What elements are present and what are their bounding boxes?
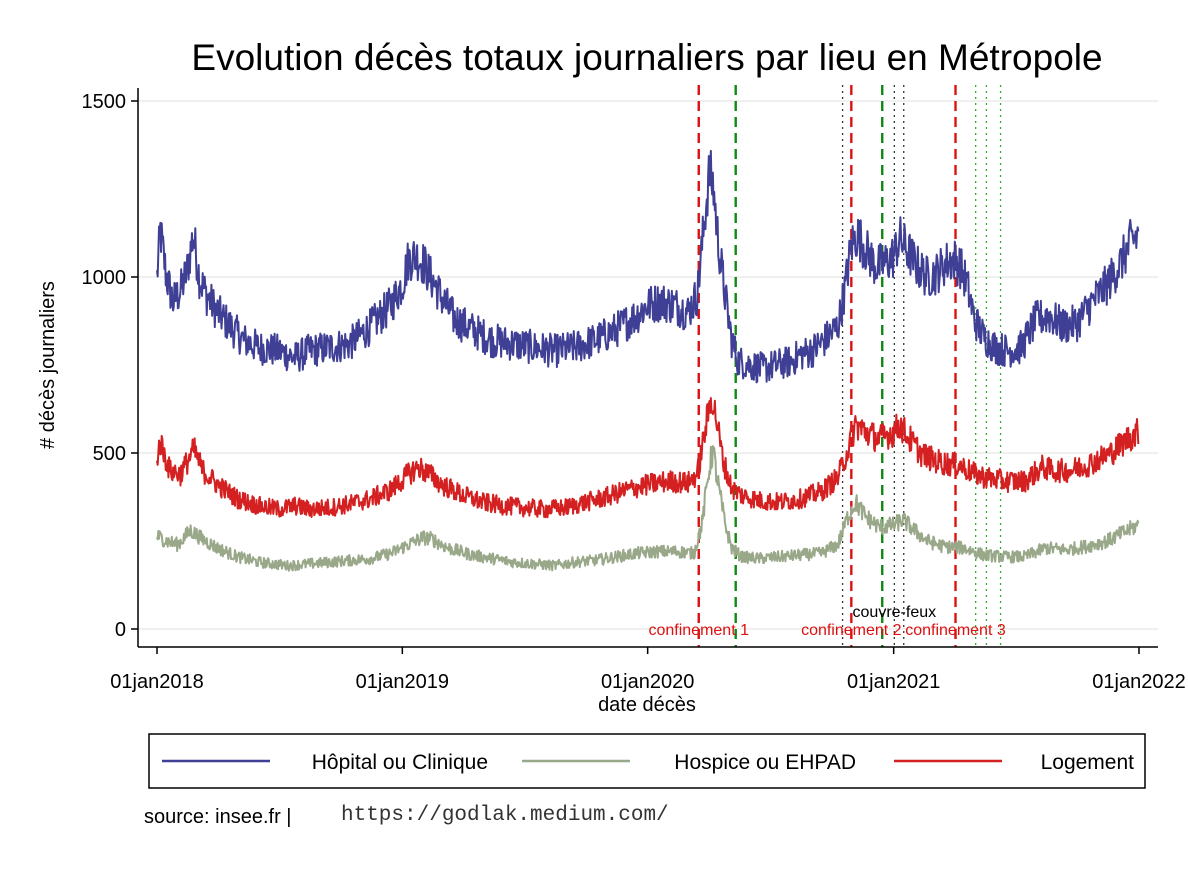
x-tick-label: 01jan2018 <box>110 671 203 693</box>
y-tick-label: 1000 <box>82 267 127 289</box>
event-label: couvre-feux <box>853 604 937 621</box>
x-axis-label: date décès <box>598 694 696 716</box>
event-label: confinement 1 <box>648 622 749 639</box>
legend-label: Hôpital ou Clinique <box>312 751 488 774</box>
series-line-logement <box>156 397 1140 519</box>
footer-url: https://godlak.medium.com/ <box>341 804 669 827</box>
event-label: confinement 3 <box>905 622 1006 639</box>
y-tick-label: 1500 <box>82 91 127 113</box>
x-tick-label: 01jan2019 <box>356 671 449 693</box>
event-label: confinement 2 <box>801 622 902 639</box>
y-tick-label: 500 <box>93 443 126 465</box>
series-line-ehpad <box>156 445 1140 572</box>
event-lines <box>697 85 1002 647</box>
footer-source: source: insee.fr | <box>144 806 291 828</box>
axes: 0 500 1000 1500 01jan2018 01jan2019 01jan2020 0… <box>82 88 1186 693</box>
x-tick-label: 01jan2021 <box>847 671 940 693</box>
x-tick-label: 01jan2020 <box>601 671 694 693</box>
x-tick-label: 01jan2022 <box>1092 671 1185 693</box>
gridlines <box>138 100 1158 630</box>
legend-label: Hospice ou EHPAD <box>674 751 856 774</box>
legend-label: Logement <box>1041 751 1135 774</box>
legend: Hôpital ou Clinique Hospice ou EHPAD Logem… <box>148 733 1146 789</box>
y-tick-label: 0 <box>115 619 126 641</box>
chart-title: Evolution décès totaux journaliers par l… <box>191 37 1102 78</box>
series-lines <box>156 149 1140 572</box>
y-axis-label: # décès journaliers <box>37 281 59 449</box>
series-line-hopital <box>156 149 1140 384</box>
event-labels: confinement 1 confinement 2couvre-feuxcon… <box>648 604 1005 639</box>
